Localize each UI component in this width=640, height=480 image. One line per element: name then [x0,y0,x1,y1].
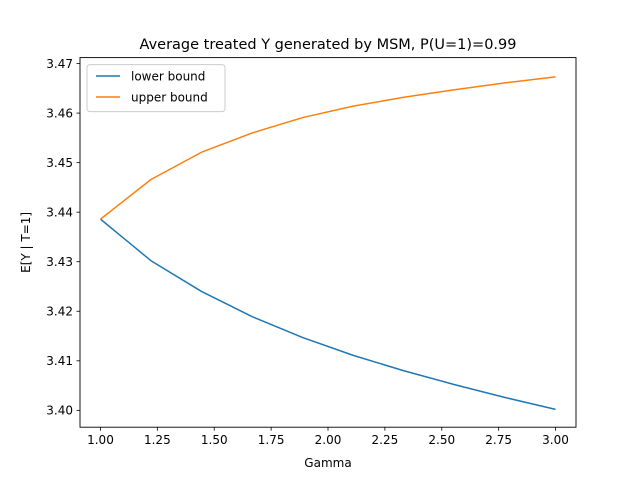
x-tick-label: 2.75 [485,433,512,447]
y-tick-label: 3.43 [46,255,73,269]
x-tick-label: 1.75 [258,433,285,447]
y-axis-label: E[Y | T=1] [19,212,33,273]
x-tick-label: 1.50 [201,433,228,447]
legend-label: upper bound [131,90,208,104]
x-tick-label: 1.00 [87,433,114,447]
x-tick-label: 2.00 [315,433,342,447]
y-tick-label: 3.40 [46,404,73,418]
y-tick-label: 3.46 [46,106,73,120]
y-tick-label: 3.42 [46,305,73,319]
y-tick-label: 3.45 [46,156,73,170]
x-tick-label: 2.25 [372,433,399,447]
legend-label: lower bound [131,69,205,83]
x-tick-label: 3.00 [542,433,569,447]
x-tick-label: 1.25 [144,433,171,447]
x-tick-label: 2.50 [428,433,455,447]
y-tick-label: 3.47 [46,57,73,71]
legend: lower bound upper bound [87,65,225,112]
x-axis-label: Gamma [304,456,351,470]
y-tick-label: 3.44 [46,205,73,219]
chart-title: Average treated Y generated by MSM, P(U=… [140,37,517,53]
y-tick-label: 3.41 [46,354,73,368]
